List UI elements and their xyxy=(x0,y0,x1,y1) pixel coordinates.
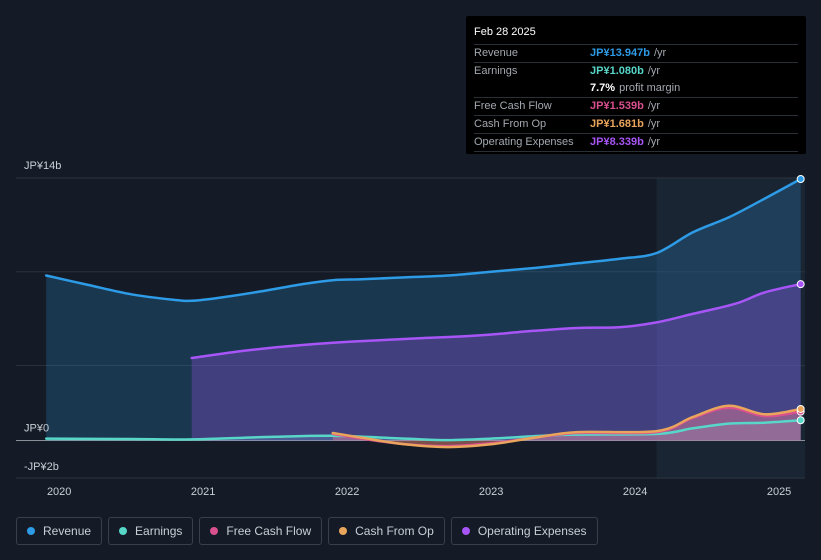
free-cash-flow-dot-icon xyxy=(210,527,219,535)
y-tick-label: JP¥0 xyxy=(24,423,49,435)
tooltip-label: Earnings xyxy=(474,65,518,77)
tooltip-row-margin: 7.7% profit margin xyxy=(474,80,798,98)
x-tick-label: 2022 xyxy=(335,486,359,498)
legend-item-revenue[interactable]: Revenue xyxy=(16,517,103,545)
legend-item-free-cash-flow[interactable]: Free Cash Flow xyxy=(199,517,323,545)
earnings-line xyxy=(44,419,802,442)
tooltip-row-cfo: Cash From Op JP¥1.681b /yr xyxy=(474,116,798,134)
legend-item-operating-expenses[interactable]: Operating Expenses xyxy=(450,517,598,545)
x-tick-label: 2025 xyxy=(767,486,791,498)
legend-item-earnings[interactable]: Earnings xyxy=(108,517,194,545)
legend-label: Cash From Op xyxy=(355,524,434,538)
tooltip-row-fcf: Free Cash Flow JP¥1.539b /yr xyxy=(474,98,798,116)
cfo-endpoint xyxy=(796,404,805,413)
opex-line xyxy=(190,282,802,360)
tooltip-label: Free Cash Flow xyxy=(474,100,552,112)
revenue-endpoint xyxy=(796,174,805,183)
tooltip-unit: /yr xyxy=(647,118,661,130)
operating-expenses-dot-icon xyxy=(461,527,470,535)
tooltip-label: Cash From Op xyxy=(474,118,547,130)
fcf-area xyxy=(332,407,801,447)
cfo-area xyxy=(332,405,801,448)
cfo-line xyxy=(331,404,802,449)
tooltip-value: JP¥13.947b xyxy=(590,47,650,59)
legend-label: Earnings xyxy=(135,524,183,538)
x-tick-label: 2023 xyxy=(479,486,503,498)
x-tick-label: 2021 xyxy=(191,486,215,498)
revenue-line xyxy=(44,177,802,303)
tooltip-label xyxy=(474,80,590,97)
forecast-highlight xyxy=(656,178,805,479)
tooltip-value: JP¥1.080b xyxy=(590,65,644,77)
tooltip-unit: /yr xyxy=(647,65,661,77)
tooltip-unit: /yr xyxy=(647,100,661,112)
opex-area xyxy=(191,284,801,441)
tooltip-label: Revenue xyxy=(474,47,519,59)
tooltip-row-revenue: Revenue JP¥13.947b /yr xyxy=(474,45,798,63)
legend: Revenue Earnings Free Cash Flow Cash Fro… xyxy=(16,517,598,547)
revenue-area xyxy=(46,179,801,441)
tooltip-unit: profit margin xyxy=(619,82,681,94)
earnings-dot-icon xyxy=(119,527,128,535)
y-tick-label: JP¥14b xyxy=(24,160,61,172)
legend-label: Operating Expenses xyxy=(477,524,587,538)
tooltip-panel: Feb 28 2025 Revenue JP¥13.947b /yr Earni… xyxy=(466,16,806,154)
tooltip-unit: /yr xyxy=(653,47,667,59)
opex-endpoint xyxy=(796,280,805,289)
x-tick-label: 2020 xyxy=(47,486,71,498)
tooltip-date: Feb 28 2025 xyxy=(474,23,798,45)
revenue-dot-icon xyxy=(27,527,35,535)
legend-label: Revenue xyxy=(43,524,92,538)
tooltip-label: Operating Expenses xyxy=(474,136,574,148)
earnings-endpoint xyxy=(796,416,805,425)
tooltip-unit: /yr xyxy=(647,136,661,148)
y-tick-label: -JP¥2b xyxy=(24,461,59,473)
tooltip-value: JP¥8.339b xyxy=(590,136,644,148)
x-tick-label: 2024 xyxy=(623,486,647,498)
legend-item-cash-from-op[interactable]: Cash From Op xyxy=(328,517,445,545)
tooltip-row-earnings: Earnings JP¥1.080b /yr xyxy=(474,63,798,80)
tooltip-value: 7.7% xyxy=(590,82,616,94)
tooltip-row-opex: Operating Expenses JP¥8.339b /yr xyxy=(474,134,798,152)
tooltip-value: JP¥1.681b xyxy=(590,118,644,130)
legend-label: Free Cash Flow xyxy=(226,524,312,538)
tooltip-value: JP¥1.539b xyxy=(590,100,644,112)
cash-from-op-dot-icon xyxy=(339,527,348,535)
